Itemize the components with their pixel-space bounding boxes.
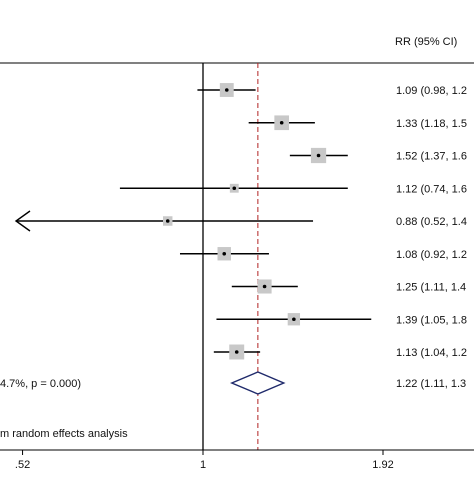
- point-estimate: [224, 88, 229, 92]
- study-row: 1.13 (1.04, 1.2: [213, 344, 467, 360]
- footnote-text: m random effects analysis: [0, 428, 128, 440]
- estimate-label: 1.39 (1.05, 1.8: [396, 314, 467, 326]
- study-row: 1.52 (1.37, 1.6: [289, 147, 467, 164]
- point-estimate: [292, 317, 296, 322]
- study-row: 1.25 (1.11, 1.4: [231, 279, 466, 294]
- overall-heterogeneity-text: 4.7%, p = 0.000): [0, 378, 81, 390]
- x-tick-label: 1: [200, 459, 206, 471]
- overall-row: 4.7%, p = 0.000) 1.22 (1.11, 1.3: [0, 371, 466, 395]
- point-estimate: [262, 284, 267, 289]
- column-header: RR (95% CI): [395, 36, 457, 48]
- estimate-label: 1.33 (1.18, 1.5: [396, 118, 467, 130]
- point-estimate: [232, 186, 237, 191]
- ci-truncation-arrow: [14, 210, 31, 232]
- x-axis: .52 1 1.92: [0, 449, 474, 471]
- estimate-label: 1.25 (1.11, 1.4: [396, 282, 466, 294]
- estimate-label: 1.13 (1.04, 1.2: [396, 347, 467, 359]
- study-rows: 1.09 (0.98, 1.2 1.33 (1.18, 1.5 1.52 (1.37…: [14, 83, 467, 360]
- study-row: 1.09 (0.98, 1.2: [197, 83, 467, 97]
- overall-estimate-label: 1.22 (1.11, 1.3: [396, 378, 466, 390]
- study-row: 0.88 (0.52, 1.4: [14, 210, 467, 232]
- study-row: 1.33 (1.18, 1.5: [248, 115, 467, 131]
- estimate-label: 0.88 (0.52, 1.4: [396, 216, 467, 228]
- estimate-label: 1.12 (0.74, 1.6: [396, 183, 467, 195]
- estimate-label: 1.09 (0.98, 1.2: [396, 85, 467, 97]
- point-estimate: [165, 219, 170, 223]
- x-tick-label: .52: [15, 459, 30, 471]
- overall-diamond: [229, 371, 286, 395]
- point-estimate: [316, 153, 321, 158]
- point-estimate: [279, 120, 284, 125]
- study-row: 1.39 (1.05, 1.8: [216, 313, 467, 326]
- point-estimate: [234, 350, 239, 354]
- estimate-label: 1.52 (1.37, 1.6: [396, 151, 467, 163]
- study-row: 1.12 (0.74, 1.6: [119, 183, 467, 195]
- estimate-label: 1.08 (0.92, 1.2: [396, 249, 467, 261]
- x-tick-label: 1.92: [372, 459, 393, 471]
- study-row: 1.08 (0.92, 1.2: [179, 247, 467, 261]
- point-estimate: [222, 251, 227, 256]
